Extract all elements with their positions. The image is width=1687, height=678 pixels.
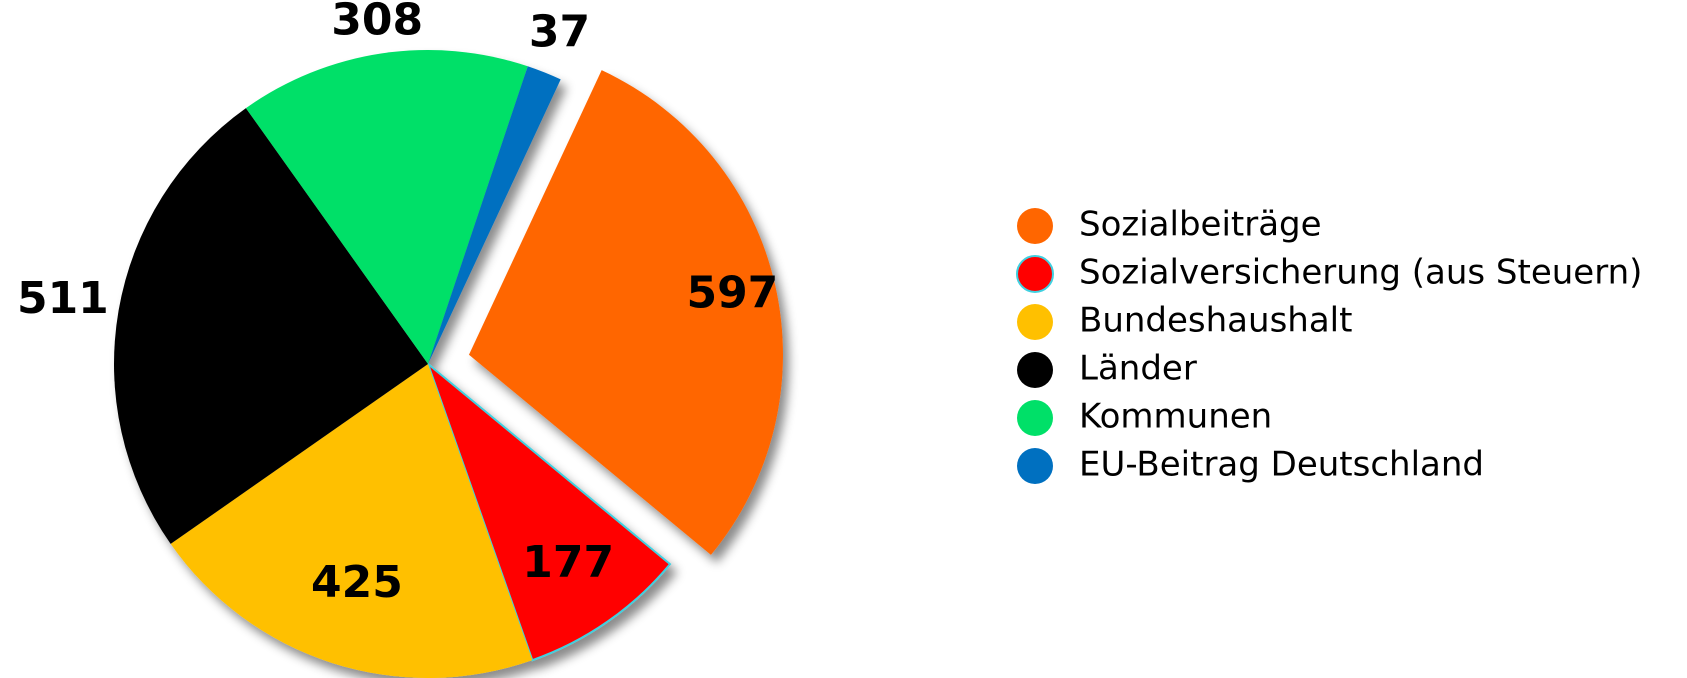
legend-label: Kommunen <box>1079 397 1272 437</box>
value-label: 308 <box>331 0 423 45</box>
legend-label: Länder <box>1079 349 1197 389</box>
legend-label: EU-Beitrag Deutschland <box>1079 445 1484 485</box>
legend-label: Sozialbeiträge <box>1079 205 1322 245</box>
pie-slice <box>170 364 533 678</box>
legend-swatch <box>1017 304 1053 340</box>
legend-swatch <box>1017 448 1053 484</box>
pie-slice <box>428 66 561 364</box>
legend-label: Bundeshaushalt <box>1079 301 1352 341</box>
legend-label: Sozialversicherung (aus Steuern) <box>1079 253 1642 293</box>
legend-swatch <box>1016 255 1054 293</box>
pie-slice <box>468 70 783 555</box>
legend-swatch <box>1017 352 1053 388</box>
pie-slice <box>114 108 429 544</box>
value-label: 37 <box>529 6 590 57</box>
pie <box>114 50 783 678</box>
pie-slice <box>245 50 528 365</box>
value-label: 511 <box>17 273 109 324</box>
labels: 597 177 425 511 308 37 <box>17 0 778 608</box>
legend: Sozialbeiträge Sozialversicherung (aus St… <box>1016 205 1642 485</box>
value-label: 425 <box>311 557 403 608</box>
pie-slice <box>425 360 672 662</box>
value-label: 177 <box>522 537 614 588</box>
legend-swatch <box>1017 400 1053 436</box>
legend-swatch <box>1017 208 1053 244</box>
value-label: 597 <box>686 267 778 318</box>
